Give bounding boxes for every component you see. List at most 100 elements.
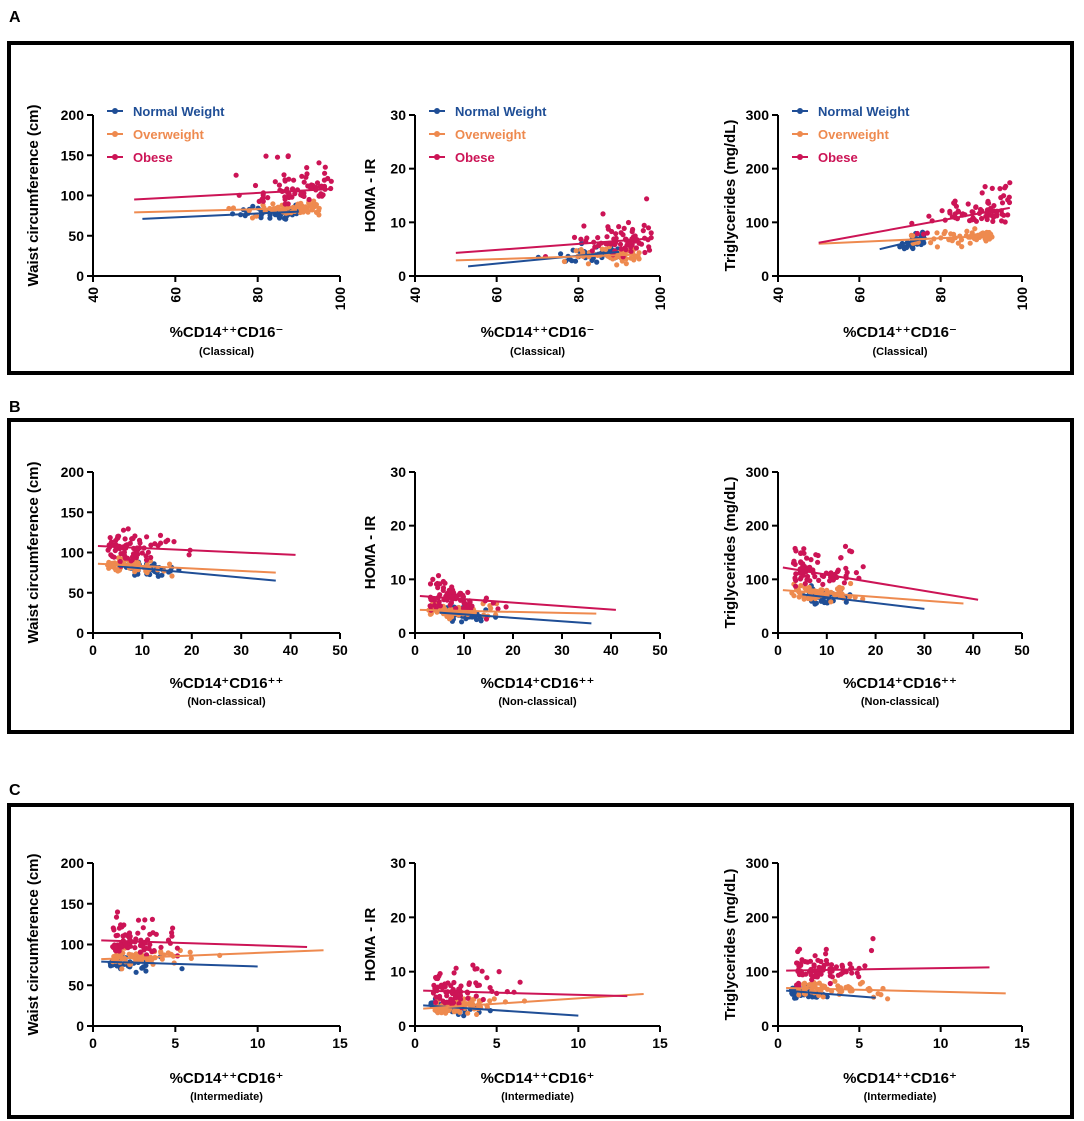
legend-marker-normal — [434, 108, 440, 114]
normal-fit-line — [101, 960, 258, 968]
y-tick-label: 0 — [761, 1018, 769, 1034]
x-tick-label: 10 — [819, 642, 835, 658]
obese-point — [314, 180, 321, 186]
overweight-fit-line — [134, 206, 320, 214]
x-tick-label: 60 — [167, 287, 183, 303]
obese-point — [990, 218, 996, 224]
normal-fit-line — [439, 611, 592, 625]
obese-point — [811, 962, 817, 968]
overweight-point — [796, 992, 802, 998]
overweight-point — [808, 981, 814, 987]
legend-label-obese: Obese — [455, 150, 495, 165]
obese-point — [503, 604, 509, 610]
overweight-point — [585, 261, 592, 267]
obese-point — [148, 542, 154, 548]
obese-point — [809, 977, 815, 983]
obese-fit-line — [786, 966, 990, 972]
normal-point — [275, 213, 282, 219]
obese-fit-line — [419, 594, 616, 611]
overweight-point — [457, 1009, 463, 1015]
obese-point — [451, 590, 457, 596]
obese-point — [117, 558, 123, 565]
obese-point — [833, 964, 840, 970]
obese-point — [495, 606, 501, 612]
legend: Normal Weight Overweight Obese — [429, 104, 547, 165]
x-axis-label: %CD14⁺⁺CD16⁻ — [481, 324, 595, 341]
obese-point — [989, 185, 995, 191]
obese-point — [823, 951, 829, 957]
normal-point — [140, 964, 146, 970]
obese-point — [130, 535, 136, 542]
obese-point — [926, 213, 932, 219]
obese-point — [793, 583, 799, 589]
overweight-point — [948, 231, 954, 237]
obese-point — [107, 535, 113, 541]
overweight-point — [133, 951, 139, 957]
x-tick-label: 15 — [1014, 1035, 1030, 1051]
obese-point — [439, 985, 445, 991]
y-tick-label: 150 — [61, 147, 85, 163]
obese-point — [320, 192, 326, 198]
obese-point — [450, 1000, 457, 1006]
overweight-point — [465, 1010, 471, 1016]
obese-point — [120, 527, 127, 533]
overweight-point — [828, 599, 834, 605]
overweight-point — [836, 587, 842, 594]
plot-a-3: 0 100 200 300 40 60 80 100 Triglycerides (mg/dL)… — [722, 104, 1030, 358]
y-tick-label: 30 — [390, 464, 406, 480]
y-tick-label: 0 — [398, 1018, 406, 1034]
normal-point — [250, 203, 256, 209]
x-tick-label: 40 — [283, 642, 299, 658]
obese-fit-line — [101, 939, 308, 948]
y-tick-label: 20 — [390, 909, 406, 925]
obese-point — [973, 204, 979, 210]
x-tick-label: 0 — [411, 642, 419, 658]
obese-point — [292, 191, 298, 197]
obese-point — [122, 932, 128, 938]
overweight-point — [308, 202, 314, 208]
y-tick-label: 10 — [390, 214, 406, 230]
obese-point — [982, 184, 988, 190]
obese-point — [618, 246, 624, 252]
panel-c-frame — [7, 803, 1074, 1119]
obese-point — [145, 549, 151, 555]
x-tick-label: 10 — [135, 642, 151, 658]
obese-point — [174, 945, 180, 951]
overweight-point — [165, 950, 171, 956]
obese-point — [321, 177, 327, 183]
obese-point — [841, 580, 848, 586]
obese-point — [828, 570, 834, 576]
obese-point — [812, 953, 818, 959]
obese-point — [136, 537, 143, 544]
obese-point — [820, 581, 826, 588]
overweight-point — [812, 981, 819, 987]
obese-point — [839, 964, 846, 970]
obese-point — [473, 980, 479, 986]
x-axis-subtitle: (Intermediate) — [190, 1091, 263, 1103]
overweight-point — [487, 998, 493, 1004]
legend-marker-obese — [797, 154, 803, 160]
overweight-point — [305, 209, 311, 215]
y-tick-label: 200 — [61, 107, 85, 123]
obese-point — [989, 213, 996, 219]
obese-point — [827, 578, 833, 584]
obese-point — [428, 603, 434, 610]
x-tick-label: 40 — [603, 642, 619, 658]
overweight-point — [878, 992, 884, 998]
obese-point — [291, 177, 297, 183]
legend-label-overweight: Overweight — [818, 127, 889, 142]
x-tick-label: 100 — [332, 287, 348, 311]
obese-point — [816, 964, 822, 971]
obese-point — [828, 962, 835, 968]
overweight-point — [802, 585, 808, 591]
x-axis-label: %CD14⁺⁺CD16⁺ — [481, 1070, 595, 1087]
obese-point — [119, 944, 125, 950]
obese-point — [605, 226, 612, 232]
normal-point — [478, 618, 484, 624]
obese-point — [951, 200, 957, 206]
obese-point — [111, 927, 117, 933]
obese-points — [542, 196, 654, 260]
obese-point — [646, 244, 652, 250]
overweight-point — [848, 580, 854, 587]
obese-point — [143, 952, 150, 958]
